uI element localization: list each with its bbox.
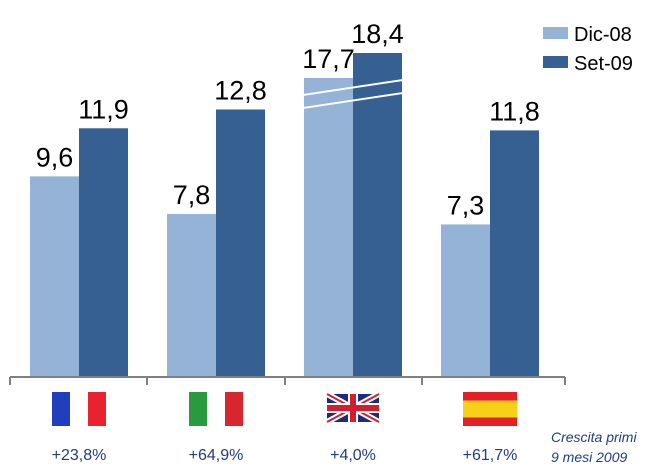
bar-uk-series-2 — [353, 53, 402, 377]
axis-break-mark — [303, 79, 403, 96]
growth-note-line-2: 9 mesi 2009 — [551, 449, 627, 465]
flags-group — [52, 391, 517, 426]
bar-uk-series-1 — [304, 78, 353, 377]
legend-label-series-1: Dic-08 — [574, 24, 632, 46]
bar-spain-series-1 — [441, 224, 490, 377]
value-label-spain-series-2: 11,8 — [489, 96, 540, 126]
value-label-uk-series-1: 17,7 — [302, 44, 355, 74]
bar-italy-series-2 — [216, 109, 265, 377]
value-label-france-series-1: 9,6 — [36, 142, 74, 172]
bar-france-series-2 — [79, 128, 128, 377]
growth-labels-group: +23,8% +64,9% +4,0% +61,7% — [52, 447, 518, 464]
growth-note: Crescita primi 9 mesi 2009 — [551, 429, 637, 465]
bars-group — [30, 53, 539, 377]
growth-note-line-1: Crescita primi — [551, 429, 637, 445]
france-flag-icon — [52, 392, 106, 426]
x-axis-ticks — [9, 377, 566, 385]
value-label-spain-series-1: 7,3 — [447, 190, 485, 220]
growth-label-uk: +4,0% — [330, 447, 376, 464]
legend-label-series-2: Set-09 — [574, 53, 633, 75]
value-labels-group: 9,611,9 7,8 12,8 17,718,4 7,3 11,8 — [36, 19, 540, 220]
value-label-italy-series-1: 7,8 — [173, 180, 211, 210]
italy-flag-icon — [189, 392, 243, 426]
legend: Dic-08 Set-09 — [543, 24, 633, 75]
bar-france-series-1 — [30, 176, 79, 377]
uk-flag-icon — [325, 391, 381, 425]
value-label-uk-series-2: 18,4 — [351, 19, 404, 49]
growth-label-france: +23,8% — [52, 447, 107, 464]
bar-spain-series-2 — [490, 130, 539, 377]
legend-swatch-series-1 — [543, 27, 568, 39]
growth-label-spain: +61,7% — [463, 447, 518, 464]
bar-italy-series-1 — [167, 213, 216, 377]
legend-swatch-series-2 — [543, 56, 568, 68]
value-label-france-series-2: 11,9 — [78, 94, 129, 124]
growth-label-italy: +64,9% — [189, 447, 244, 464]
axis-break-mark — [303, 92, 403, 109]
spain-flag-icon — [463, 392, 517, 426]
value-label-italy-series-2: 12,8 — [214, 75, 267, 105]
